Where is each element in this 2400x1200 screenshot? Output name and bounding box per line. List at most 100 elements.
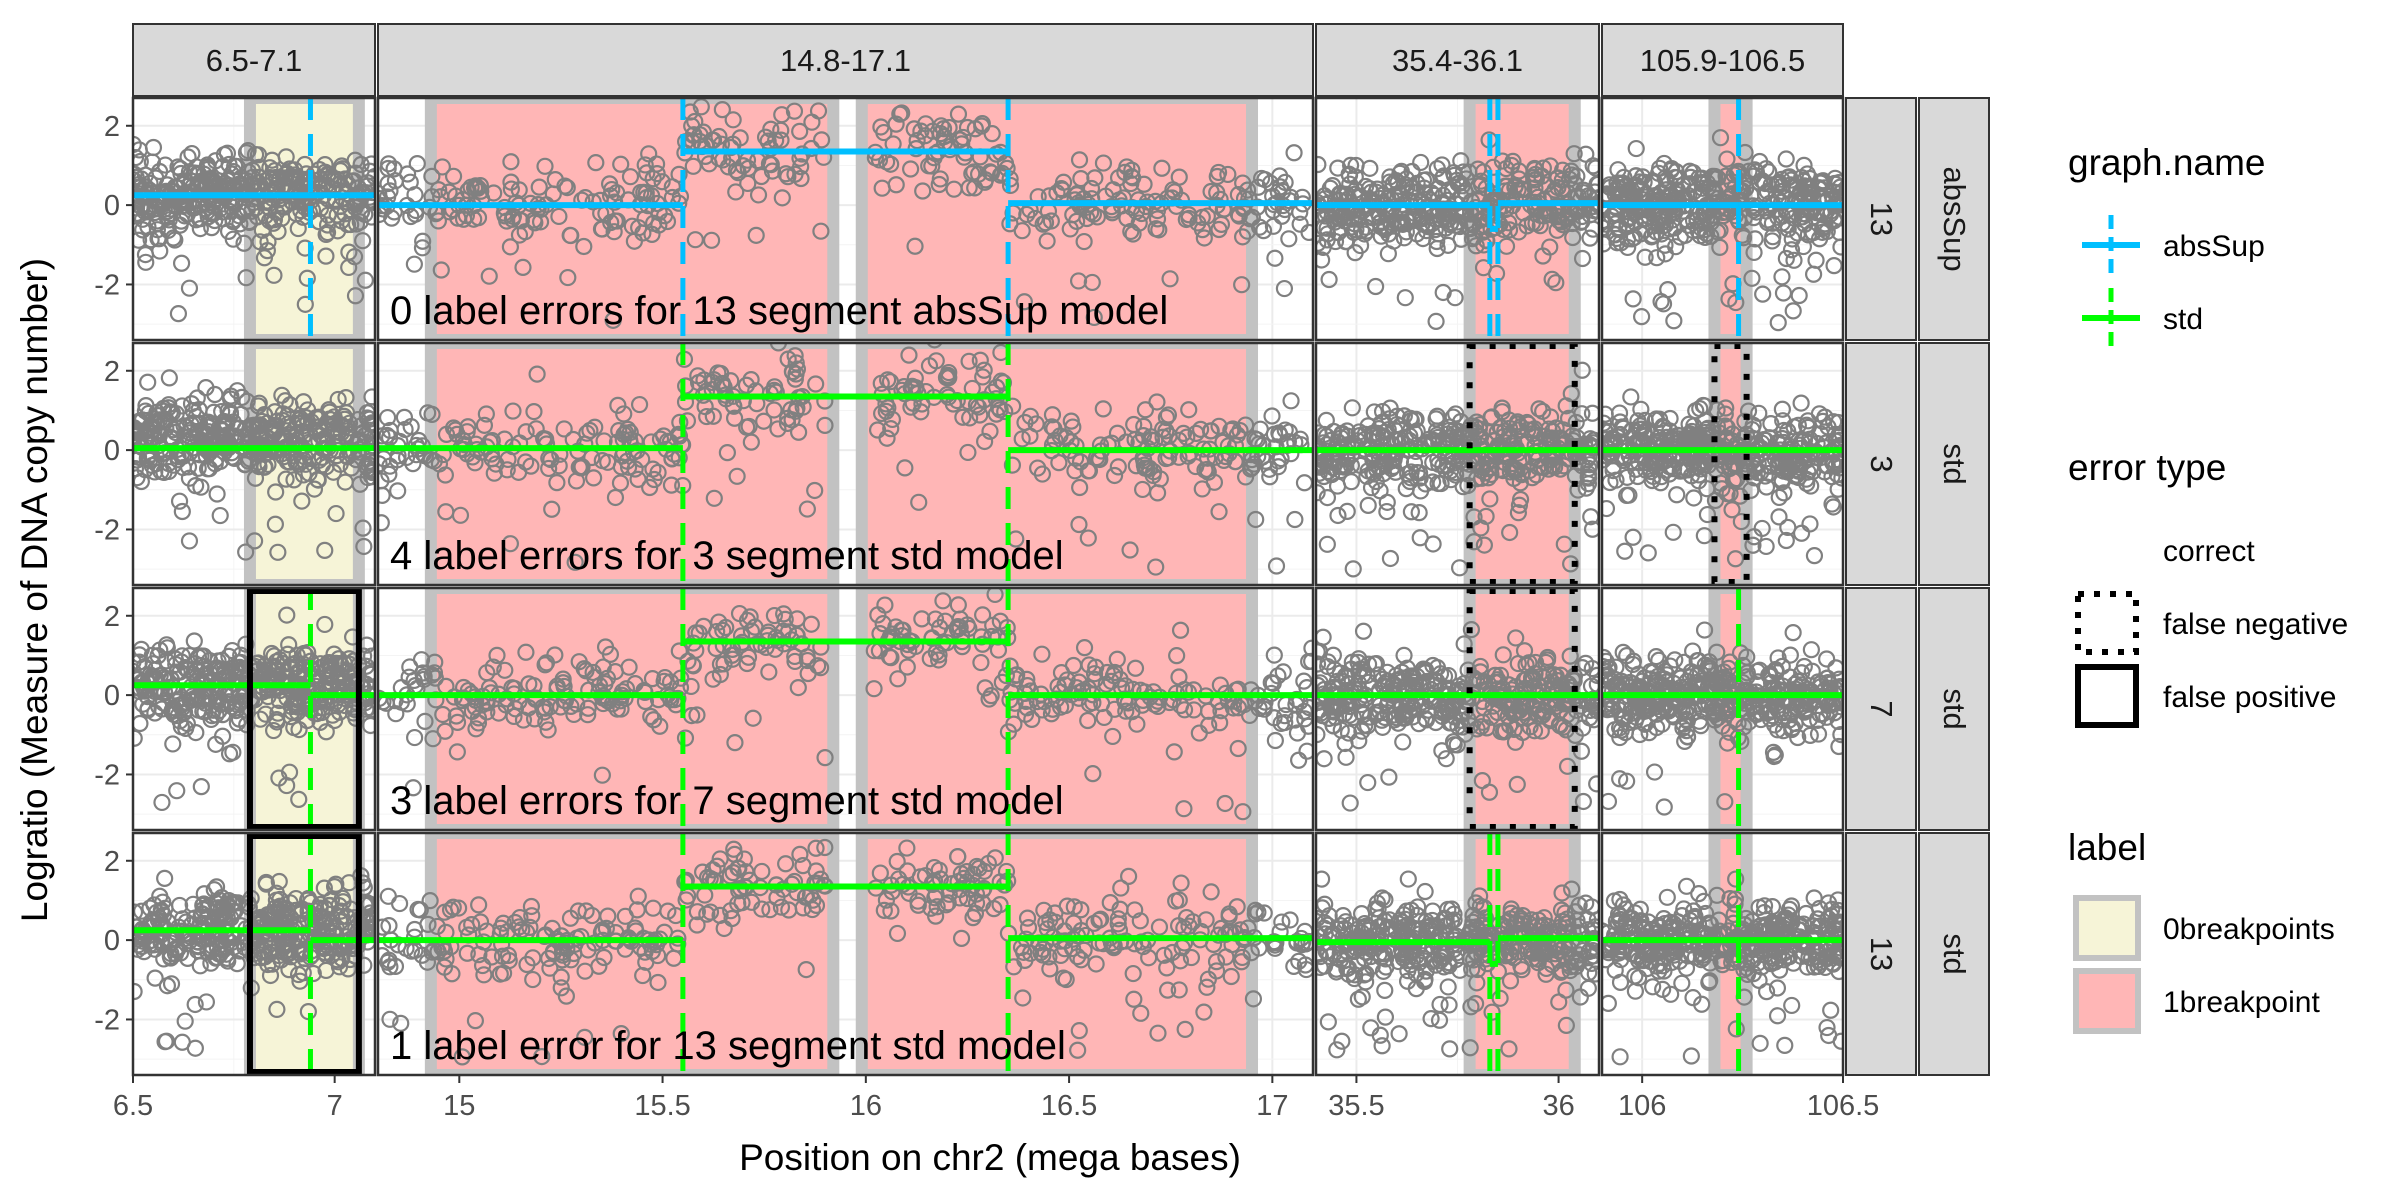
data-point [1105, 466, 1124, 485]
data-point [1300, 698, 1313, 717]
data-point [1726, 454, 1745, 473]
panel-border [376, 96, 1315, 342]
data-point [1448, 736, 1466, 754]
data-point [1410, 504, 1428, 522]
data-point [742, 622, 761, 640]
data-point [1335, 212, 1354, 230]
panel-0-3 [1600, 96, 1845, 342]
data-point [1295, 702, 1313, 720]
data-point [809, 102, 828, 120]
data-point [536, 157, 554, 175]
data-point [1116, 163, 1134, 181]
data-point [1658, 181, 1676, 199]
data-point [1500, 214, 1518, 232]
data-point [179, 458, 198, 476]
data-point [1718, 150, 1736, 168]
data-point [1038, 232, 1056, 250]
data-point [729, 164, 747, 182]
data-point [267, 203, 286, 222]
data-point [385, 160, 403, 178]
data-point [235, 234, 253, 252]
data-point [363, 442, 375, 460]
data-point [1126, 659, 1145, 677]
data-point [1624, 290, 1642, 308]
data-point [1770, 488, 1788, 507]
data-point [749, 186, 768, 204]
data-point [1603, 207, 1621, 225]
data-point [875, 123, 893, 142]
data-point [1196, 461, 1214, 479]
row-annotation: 0 label errors for 13 segment absSup mod… [390, 289, 1168, 333]
data-point [786, 370, 804, 388]
data-point [1602, 499, 1616, 518]
data-point [1650, 410, 1669, 428]
data-point [1404, 179, 1422, 197]
data-point [402, 418, 420, 436]
data-point [762, 155, 780, 174]
data-point [1079, 529, 1097, 547]
data-point [769, 420, 787, 438]
data-point [645, 214, 663, 232]
data-point [1329, 506, 1347, 525]
data-point [1229, 739, 1247, 758]
data-point [744, 709, 762, 727]
data-point [485, 464, 503, 482]
data-point [1233, 276, 1251, 294]
data-point [401, 173, 419, 191]
data-point [1539, 648, 1557, 667]
data-point [684, 157, 702, 175]
panel-border [1314, 96, 1601, 342]
data-point [1507, 629, 1525, 647]
data-point [1396, 428, 1414, 446]
data-point [1371, 482, 1389, 500]
data-point [1667, 163, 1685, 181]
data-point [1239, 181, 1257, 199]
data-point [542, 450, 560, 469]
data-point [1717, 167, 1735, 185]
data-point [1071, 478, 1089, 497]
data-point [1224, 420, 1242, 438]
data-point [1316, 464, 1328, 482]
data-point [251, 233, 269, 251]
data-point [298, 269, 316, 287]
data-point [530, 178, 548, 196]
data-point [1355, 225, 1374, 243]
data-point [1792, 394, 1810, 412]
panel-content [378, 588, 1313, 830]
data-point [1385, 706, 1404, 724]
data-point [412, 651, 431, 669]
data-point [1547, 274, 1565, 292]
data-point [728, 467, 746, 485]
data-point [469, 179, 487, 197]
data-point [1149, 484, 1167, 502]
data-point [1801, 515, 1819, 533]
data-point [215, 145, 234, 164]
data-point [426, 669, 444, 687]
data-point [444, 167, 463, 185]
data-point [1708, 223, 1727, 241]
data-point [714, 621, 732, 640]
data-point [1685, 489, 1703, 507]
data-point [465, 210, 483, 228]
data-point [982, 164, 1001, 182]
data-point [689, 367, 707, 385]
data-point [788, 360, 806, 378]
data-point [296, 155, 314, 174]
data-point [311, 713, 329, 731]
panel-border [1314, 341, 1601, 587]
data-point [1428, 232, 1446, 251]
data-point [173, 502, 191, 521]
data-point [974, 368, 992, 386]
data-point [1385, 232, 1403, 250]
data-point [1529, 458, 1547, 476]
data-point [546, 171, 564, 189]
data-point [1029, 459, 1047, 477]
data-point [1603, 444, 1621, 462]
data-point [330, 650, 348, 668]
data-point [1561, 647, 1579, 665]
data-point [1474, 458, 1492, 477]
data-point [273, 386, 291, 404]
data-point [514, 711, 533, 729]
data-point [179, 148, 197, 166]
data-point [1783, 230, 1801, 248]
